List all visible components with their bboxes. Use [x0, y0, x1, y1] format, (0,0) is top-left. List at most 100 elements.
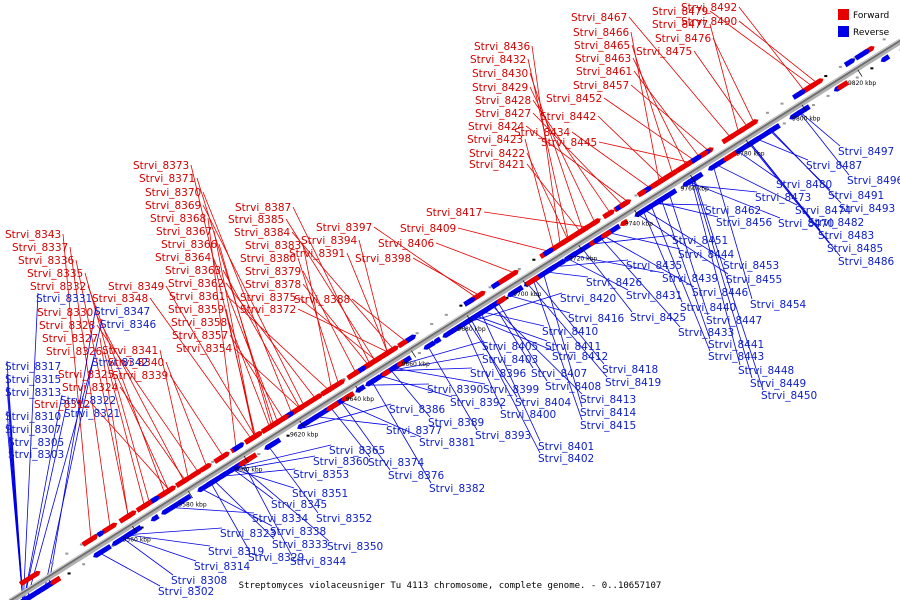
forward-leader-line	[75, 259, 129, 514]
legend-reverse-label: Reverse	[853, 28, 890, 38]
tick-mark	[243, 455, 249, 463]
forward-leader-line	[631, 44, 673, 172]
reverse-leader-line	[236, 469, 295, 489]
gene-feature	[546, 262, 559, 273]
gene-features	[18, 38, 900, 600]
reverse-gene-label: Strvi_8338	[270, 526, 326, 538]
axis-dash	[853, 56, 857, 59]
reverse-gene-label: Strvi_8493	[839, 203, 895, 215]
forward-leader-line	[373, 226, 474, 297]
reverse-gene-feature	[663, 188, 678, 199]
axis-dash	[811, 104, 815, 107]
forward-gene-label: Strvi_8367	[156, 226, 212, 238]
gene-feature	[50, 575, 62, 585]
axis-dash	[286, 434, 290, 437]
gene-feature	[690, 154, 702, 164]
reverse-leader-line	[396, 353, 485, 370]
reverse-gene-feature	[744, 135, 761, 148]
forward-gene-label: Strvi_8428	[475, 95, 531, 107]
forward-leader-line	[202, 191, 292, 412]
gene-feature	[27, 588, 41, 600]
reverse-leader-line	[601, 239, 681, 328]
forward-gene-feature	[199, 463, 212, 473]
axis-dash	[65, 552, 69, 555]
reverse-leader-line	[659, 203, 708, 206]
forward-gene-feature	[559, 235, 574, 247]
reverse-gene-label: Strvi_8350	[327, 541, 383, 553]
forward-leader-line	[529, 72, 583, 228]
forward-leader-line	[526, 163, 580, 230]
reverse-gene-label: Strvi_8407	[531, 368, 587, 380]
gene-feature	[27, 570, 41, 581]
reverse-leader-line	[372, 383, 432, 484]
axis-dash	[417, 352, 421, 355]
reverse-leader-line	[535, 281, 605, 365]
reverse-leader-line	[543, 276, 583, 408]
forward-gene-label: Strvi_8357	[172, 330, 228, 342]
reverse-leader-line	[102, 554, 161, 587]
forward-gene-label: Strvi_8366	[161, 239, 218, 251]
forward-gene-label: Strvi_8429	[472, 82, 528, 94]
forward-gene-label: Strvi_8330	[37, 307, 93, 319]
gene-feature	[805, 82, 817, 92]
axis-highlight	[9, 38, 900, 600]
gene-labels: Strvi_8343Strvi_8337Strvi_8336Strvi_8335…	[5, 2, 900, 598]
axis-dash	[532, 258, 536, 261]
tick-mark	[690, 174, 695, 183]
forward-leader-line	[632, 57, 686, 164]
reverse-gene-label: Strvi_8381	[419, 437, 475, 449]
axis-dash	[782, 122, 786, 125]
forward-leader-line	[190, 164, 256, 434]
reverse-gene-label: Strvi_8403	[482, 354, 538, 366]
reverse-gene-label: Strvi_8360	[313, 456, 369, 468]
reverse-gene-label: Strvi_8401	[538, 441, 594, 453]
reverse-leader-line	[479, 316, 548, 342]
reverse-gene-label: Strvi_8415	[580, 420, 636, 432]
tick-label: 9760 kbp	[681, 186, 709, 193]
forward-leader-line	[226, 295, 328, 389]
reverse-gene-label: Strvi_8450	[761, 390, 817, 402]
forward-leader-line	[628, 16, 730, 136]
gene-feature	[591, 218, 601, 226]
reverse-leader-line	[269, 448, 319, 514]
reverse-gene-label: Strvi_8317	[5, 361, 61, 373]
gene-feature	[150, 495, 160, 504]
tick-mark	[299, 420, 305, 428]
reverse-gene-label: Strvi_8454	[750, 299, 807, 311]
forward-gene-label: Strvi_8421	[469, 159, 525, 171]
reverse-gene-label: Strvi_8416	[568, 313, 625, 325]
axis-dash	[79, 543, 83, 546]
gene-feature	[542, 247, 554, 257]
forward-gene-label: Strvi_8373	[133, 160, 189, 172]
reverse-leader-line	[23, 407, 67, 600]
forward-gene-label: Strvi_8417	[426, 207, 482, 219]
gene-feature	[664, 169, 679, 181]
forward-leader-line	[435, 242, 512, 273]
gene-feature	[357, 365, 367, 374]
reverse-gene-label: Strvi_8486	[838, 256, 895, 268]
reverse-leader-line	[713, 169, 753, 300]
reverse-gene-label: Strvi_8408	[545, 381, 601, 393]
forward-leader-line	[96, 324, 198, 471]
axis-dash	[82, 563, 86, 566]
gene-feature	[763, 125, 778, 136]
forward-gene-label: Strvi_8445	[541, 137, 597, 149]
axis-dash	[342, 378, 346, 381]
gene-feature	[463, 297, 476, 307]
gene-feature	[218, 471, 228, 479]
reverse-gene-feature	[126, 524, 143, 537]
reverse-leader-line	[533, 282, 583, 421]
forward-leader-line	[159, 349, 189, 476]
gene-feature	[449, 323, 464, 334]
forward-leader-line	[483, 211, 584, 227]
forward-gene-feature	[739, 123, 752, 134]
reverse-gene-label: Strvi_8319	[208, 546, 264, 558]
forward-gene-label: Strvi_8442	[540, 111, 596, 123]
reverse-gene-label: Strvi_8302	[158, 586, 214, 598]
forward-leader-line	[571, 131, 648, 187]
gene-feature	[150, 514, 160, 522]
reverse-leader-line	[343, 402, 422, 438]
forward-gene-label: Strvi_8335	[27, 268, 83, 280]
reverse-gene-label: Strvi_8393	[475, 430, 531, 442]
gene-feature	[565, 251, 577, 261]
